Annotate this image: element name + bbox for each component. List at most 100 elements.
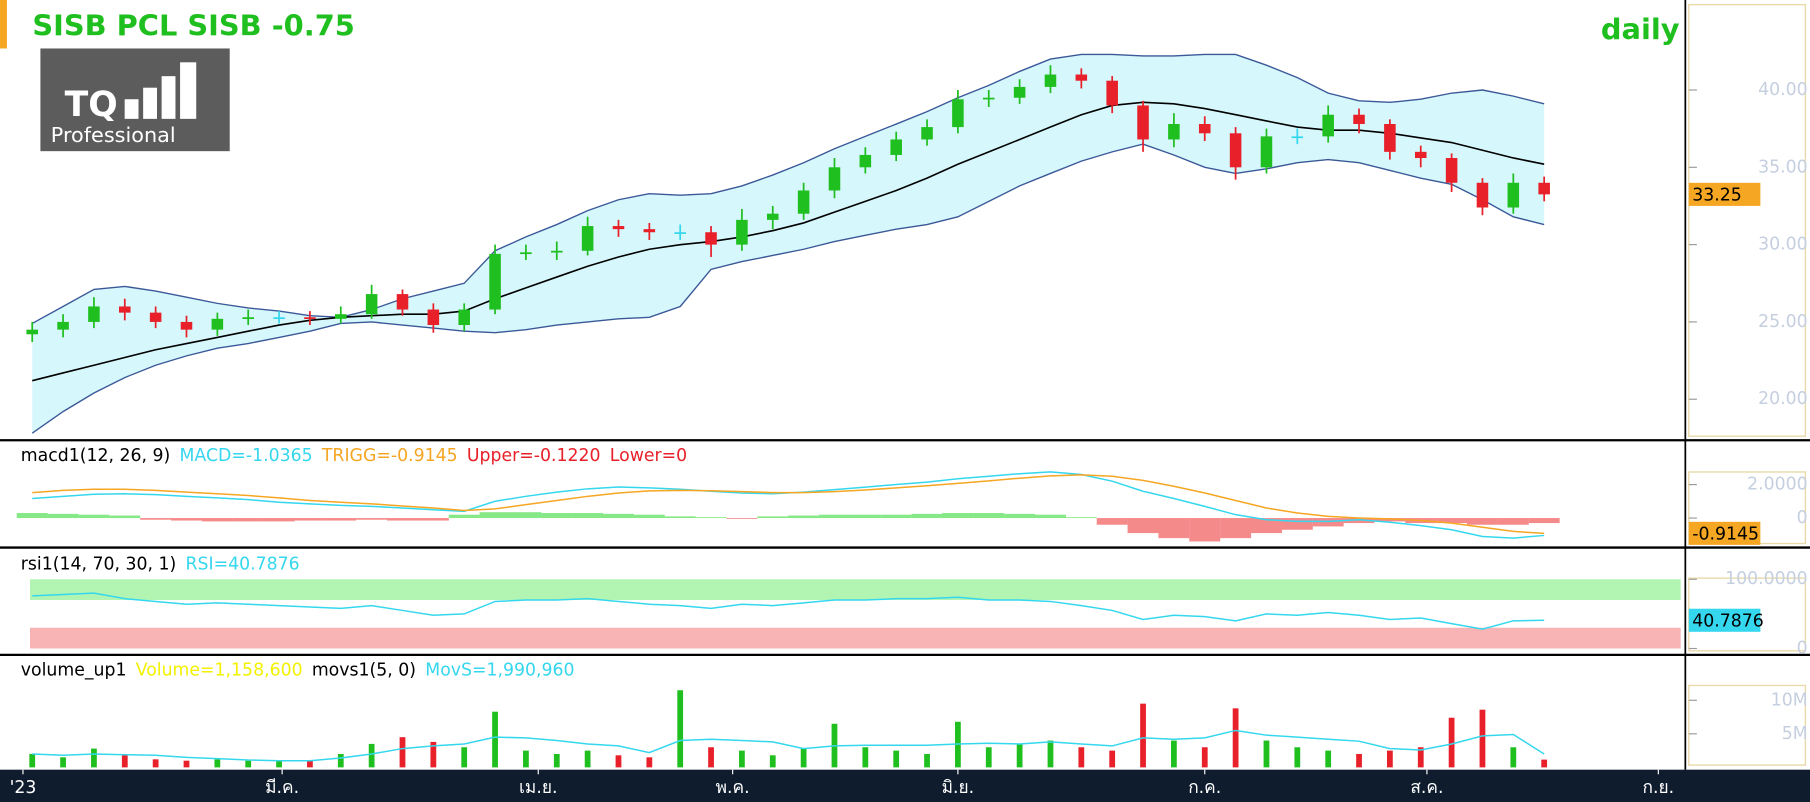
candle-body [211, 318, 224, 330]
x-tick-label: มิ.ย. [942, 778, 975, 798]
time-axis-bar [0, 769, 1810, 802]
band-lower [31, 143, 1545, 434]
logo-icon [180, 62, 197, 119]
candle-body [26, 329, 38, 335]
candle-body [581, 226, 594, 251]
macd-histogram-bar [1374, 518, 1406, 522]
volume-bar [800, 748, 807, 768]
axis-frame [1688, 3, 1807, 437]
y-tick-label: 20.00 [1758, 389, 1808, 409]
indicator-header: movs1(5, 0) [312, 660, 416, 680]
x-tick-label: '23 [10, 778, 37, 798]
candle-body [952, 99, 964, 128]
volume-bar [1047, 740, 1054, 768]
volume-bar [1109, 750, 1116, 768]
volume-bar [461, 747, 468, 768]
logo: TQ Professional [40, 48, 230, 152]
macd-histogram-bar [1497, 518, 1529, 525]
indicator-header: macd1(12, 26, 9) [21, 446, 170, 466]
x-tick-label: พ.ค. [716, 778, 750, 798]
indicator-header: Upper=-0.1220 [467, 446, 601, 466]
volume-bar [1356, 753, 1362, 768]
macd-histogram-bar [78, 514, 110, 519]
logo-icon [143, 87, 157, 119]
candle-body [427, 309, 440, 326]
candle-body [1414, 151, 1427, 159]
volume-bar [1479, 709, 1486, 768]
macd-histogram-bar [757, 516, 789, 519]
macd-histogram-bar [973, 513, 1005, 519]
x-tick-label: มี.ค. [265, 778, 299, 798]
candle-body [335, 314, 347, 319]
candle-body [736, 219, 748, 245]
candle-body [1353, 114, 1365, 125]
x-tick-label: ก.ค. [1188, 778, 1221, 798]
y-tick-label: 0 [1797, 639, 1808, 659]
last-value-label: -0.9145 [1692, 525, 1759, 545]
macd-histogram-bar [201, 518, 233, 522]
candle-body [1075, 74, 1088, 81]
candle-body [982, 97, 995, 100]
macd-histogram-bar [1436, 518, 1468, 524]
volume-bar [1541, 759, 1548, 768]
volume-bar [739, 750, 745, 768]
last-value-label: 40.7876 [1692, 611, 1764, 631]
band-upper [31, 53, 1545, 325]
candle-body [1291, 136, 1304, 139]
volume-bar [29, 753, 36, 768]
indicator-header: volume_up1 [21, 660, 127, 680]
macd-histogram-bar [356, 518, 388, 520]
macd-histogram-bar [819, 514, 850, 519]
macd-histogram-bar [603, 513, 634, 519]
volume-bar [214, 759, 221, 768]
candle-body [489, 253, 501, 310]
candle-body [1013, 86, 1026, 98]
candle-body [921, 127, 933, 140]
volume-bar [584, 750, 591, 768]
volume-bar [893, 750, 900, 768]
volume-bar [615, 755, 622, 768]
macd-histogram-bar [726, 518, 758, 519]
candle-body [242, 317, 254, 320]
y-tick-label: 25.00 [1758, 312, 1808, 332]
indicator-header: Volume=1,158,600 [136, 660, 303, 680]
macd-histogram-bar [1281, 518, 1313, 530]
volume-bar [245, 760, 252, 768]
macd-histogram-bar [1127, 518, 1159, 534]
macd-histogram-bar [510, 512, 542, 519]
macd-histogram-bar [695, 517, 727, 519]
macd-histogram-bar [109, 515, 141, 519]
volume-bar [307, 760, 313, 768]
volume-bar [523, 750, 529, 768]
volume-bar [91, 748, 97, 768]
indicator-header: TRIGG=-0.9145 [321, 446, 458, 466]
candle-body [705, 232, 717, 245]
band-middle [32, 101, 1545, 382]
macd-histogram-bar [1065, 517, 1097, 519]
volume-bar [368, 743, 375, 768]
macd-histogram-bar [1158, 518, 1190, 539]
rsi-zone [30, 579, 1681, 601]
candle-body [859, 154, 872, 168]
volume-bar [399, 737, 406, 768]
macd-histogram-bar [387, 518, 418, 521]
volume-bar [1171, 740, 1177, 768]
candle-body [365, 294, 378, 315]
candle-body [890, 139, 902, 155]
macd-histogram-bar [417, 518, 449, 521]
x-tick-label: ก.ย. [1643, 778, 1675, 798]
macd-histogram-bar [788, 515, 820, 519]
macd-histogram-bar [263, 518, 295, 522]
candle-body [1106, 80, 1118, 106]
candle-body [1260, 136, 1273, 168]
candle-body [828, 167, 841, 191]
macd-histogram-bar [16, 513, 48, 519]
macd-histogram-bar [911, 513, 943, 519]
logo-text: Professional [51, 123, 176, 147]
volume-bar [1325, 750, 1332, 768]
volume-bar [553, 753, 560, 768]
macd-histogram-bar [572, 513, 604, 519]
candle-body [1198, 124, 1211, 134]
volume-bar [985, 747, 992, 768]
